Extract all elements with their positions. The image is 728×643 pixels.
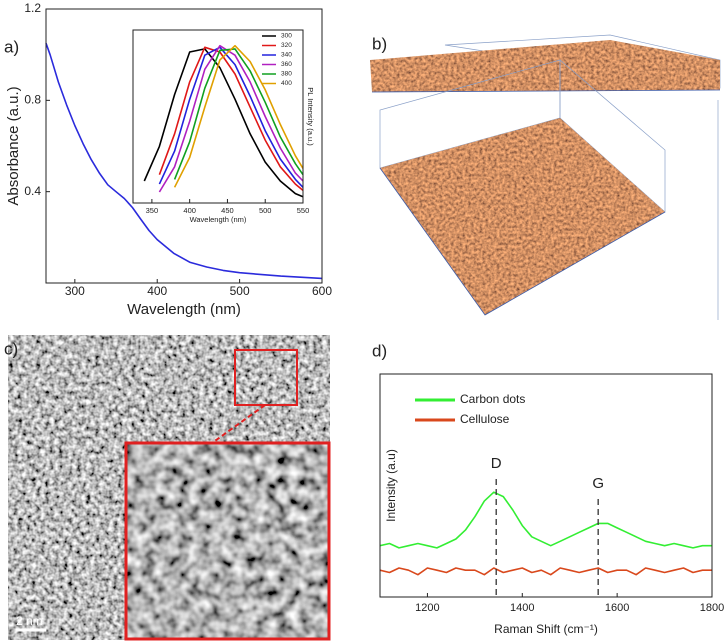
x-tick-label: 500 xyxy=(259,206,272,215)
panel-label: d) xyxy=(372,341,387,360)
legend-label: 340 xyxy=(281,52,292,59)
panel-c: 2 nm xyxy=(8,335,331,641)
x-tick-label: 600 xyxy=(312,284,332,298)
legend-label: 380 xyxy=(281,71,292,78)
scale-bar-label: 2 nm xyxy=(16,614,43,628)
x-tick-label: 350 xyxy=(146,206,159,215)
data-line xyxy=(158,46,304,188)
legend-label: 320 xyxy=(281,42,292,49)
x-tick-label: 300 xyxy=(65,284,85,298)
data-line xyxy=(45,42,323,280)
panel-label: b) xyxy=(372,34,387,53)
panel-b xyxy=(370,34,721,320)
y-axis-label: Intensity (a.u) xyxy=(384,449,398,522)
annotation-label: G xyxy=(592,475,604,492)
y-axis-label: Absorbance (a.u.) xyxy=(5,86,22,205)
legend-label: 360 xyxy=(281,61,292,68)
x-tick-label: 550 xyxy=(297,206,310,215)
x-tick-label: 400 xyxy=(147,284,167,298)
data-line xyxy=(158,44,304,193)
data-line xyxy=(379,491,712,549)
legend-label: 300 xyxy=(281,33,292,40)
data-line xyxy=(158,46,304,192)
x-tick-label: 400 xyxy=(183,206,196,215)
y-axis-label: PL Intensity (a.u.) xyxy=(306,87,315,146)
x-tick-label: 450 xyxy=(221,206,234,215)
x-tick-label: 1200 xyxy=(415,602,439,614)
data-line xyxy=(173,48,304,180)
y-tick-label: 0.8 xyxy=(24,93,41,107)
x-tick-label: 500 xyxy=(230,284,250,298)
x-axis-label: Wavelength (nm) xyxy=(127,301,241,318)
plot-frame xyxy=(379,373,713,598)
x-axis-label: Wavelength (nm) xyxy=(190,215,247,224)
x-tick-label: 1400 xyxy=(510,602,534,614)
y-tick-label: 1.2 xyxy=(24,1,41,15)
x-axis-label: Raman Shift (cm⁻¹) xyxy=(494,622,598,636)
plot-frame xyxy=(45,8,323,284)
x-tick-label: 1600 xyxy=(605,602,629,614)
panel-label: a) xyxy=(4,37,19,56)
data-line xyxy=(379,567,712,576)
panel-label: c) xyxy=(4,339,18,358)
legend-label: 400 xyxy=(281,80,292,87)
data-line xyxy=(143,48,304,198)
legend-label: Carbon dots xyxy=(460,392,525,406)
x-tick-label: 1800 xyxy=(700,602,724,614)
y-tick-label: 0.4 xyxy=(24,184,41,198)
annotation-label: D xyxy=(491,455,502,472)
data-line xyxy=(173,44,304,188)
legend-label: Cellulose xyxy=(460,412,510,426)
plot-frame xyxy=(132,29,304,204)
